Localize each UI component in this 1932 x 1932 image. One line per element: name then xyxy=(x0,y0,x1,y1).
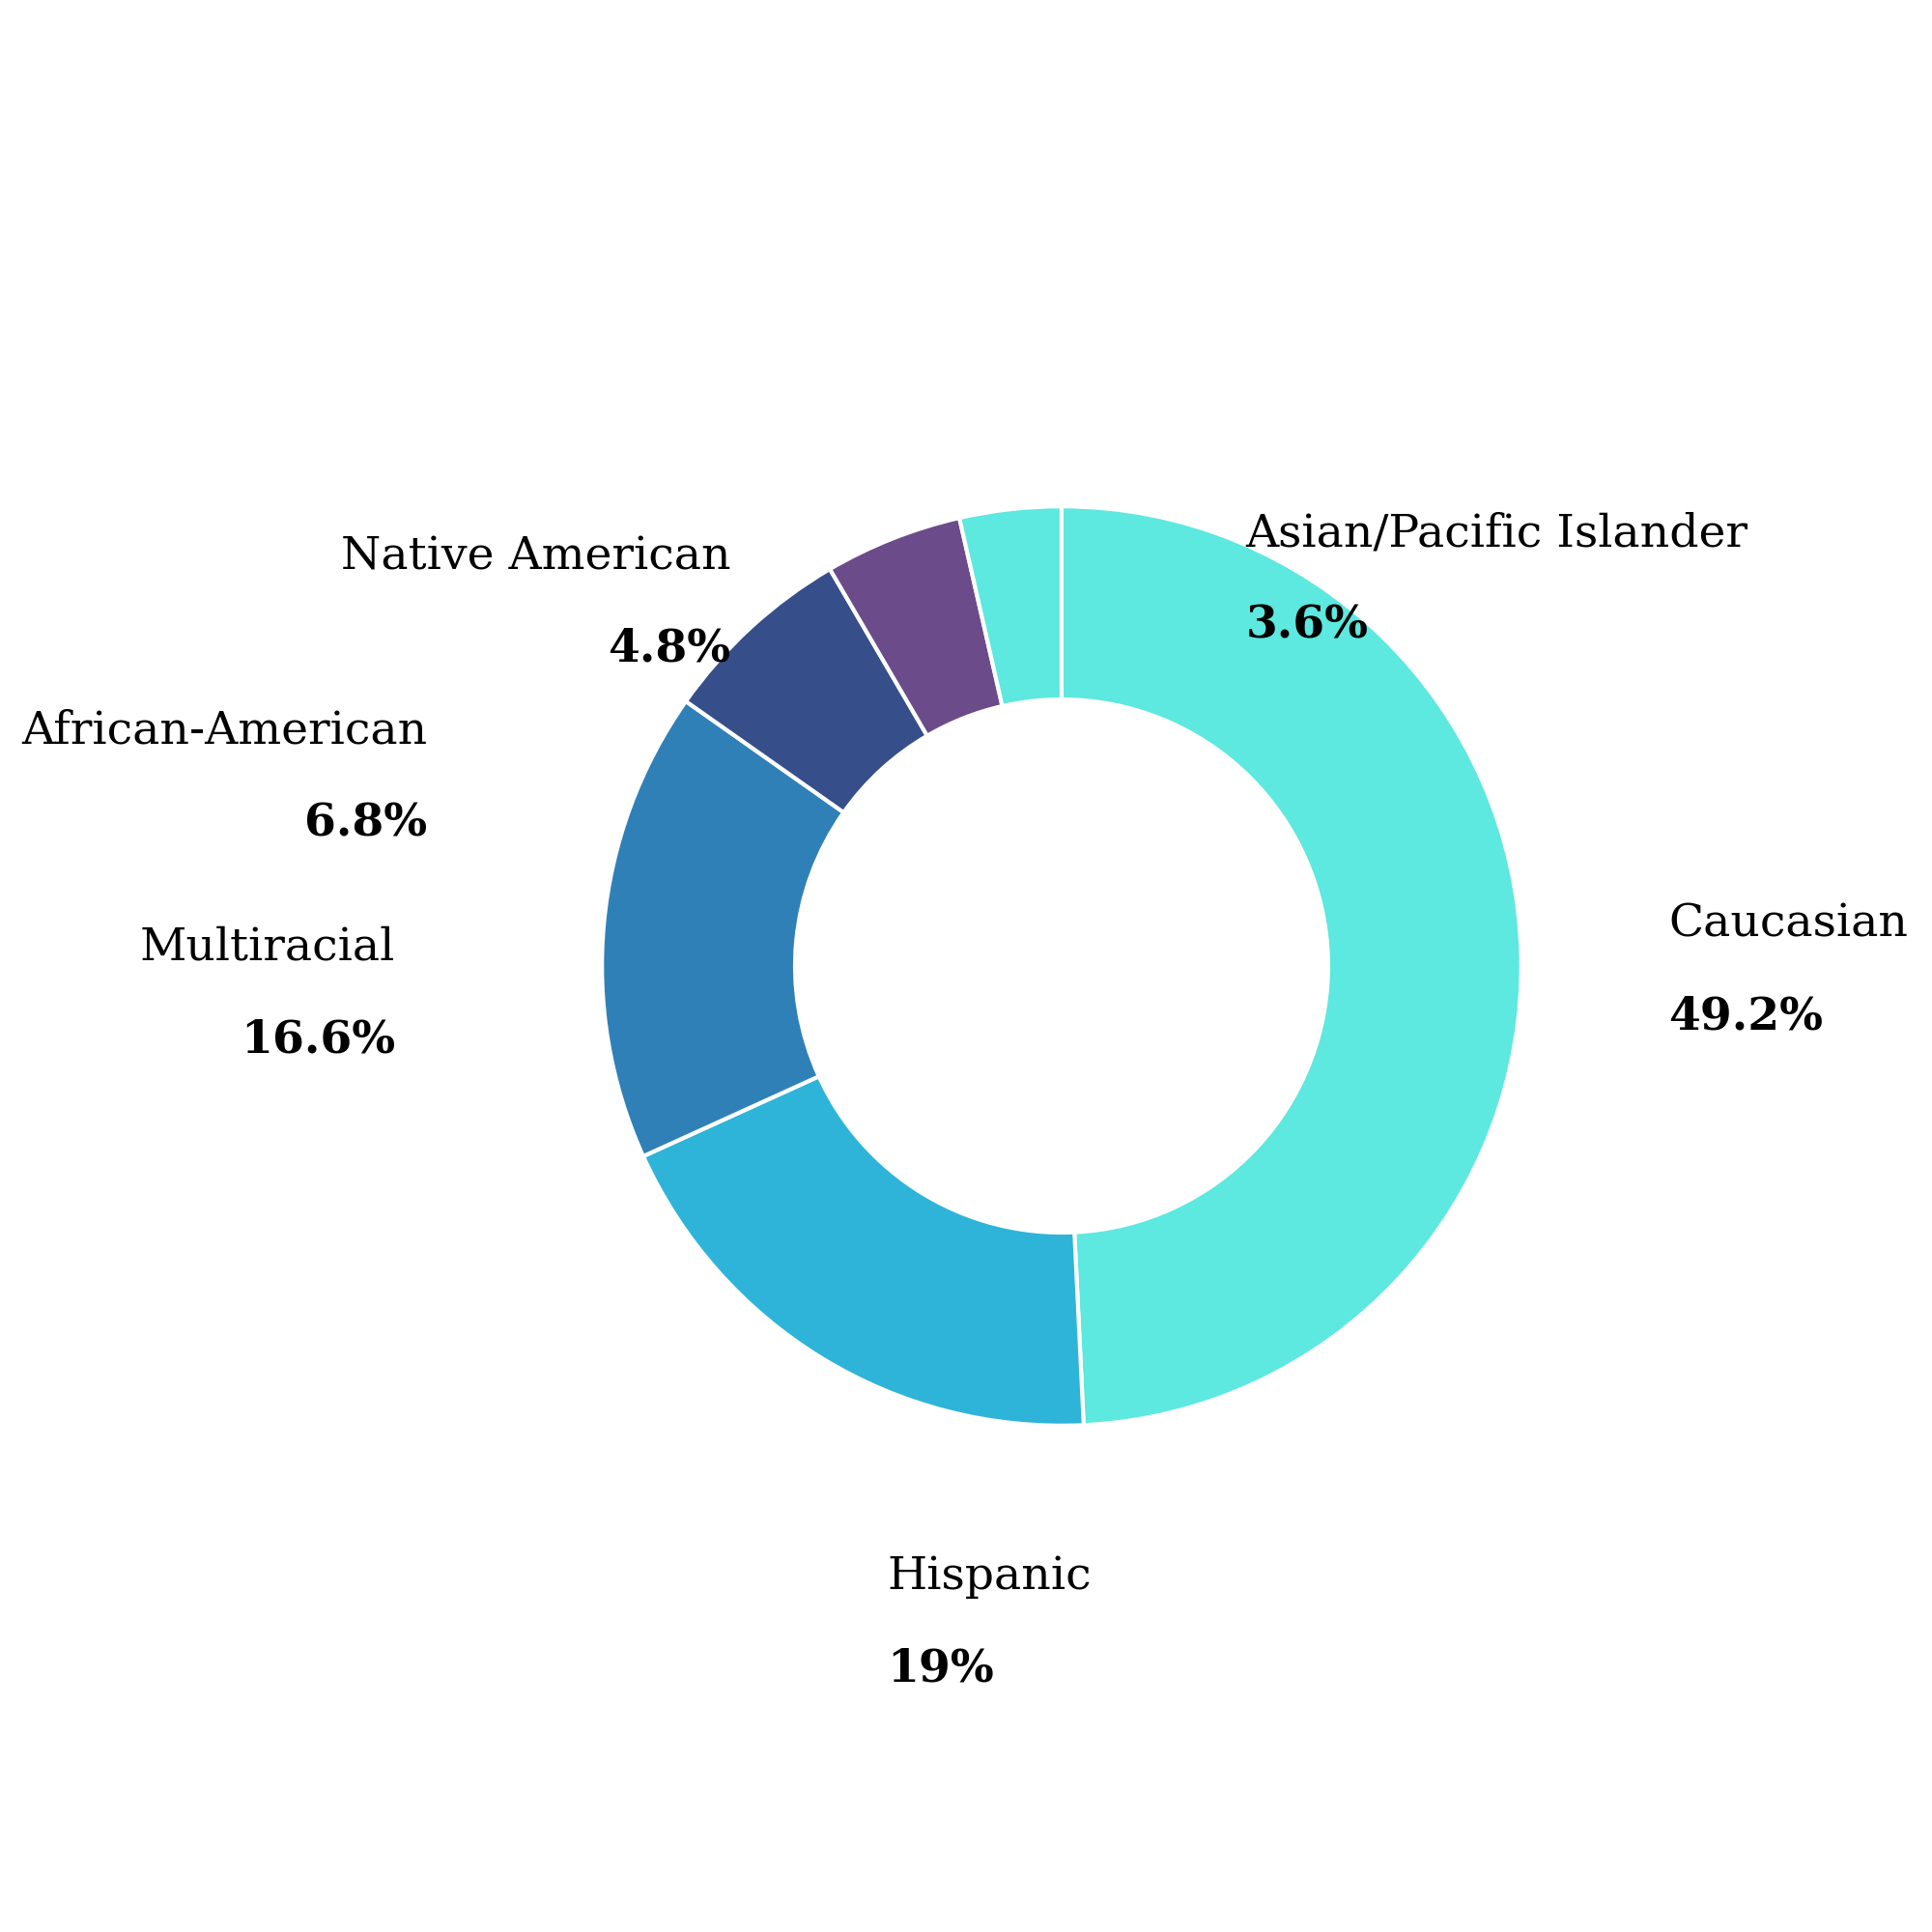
Text: African-American: African-American xyxy=(21,709,427,753)
Text: 6.8%: 6.8% xyxy=(305,802,427,846)
Text: 49.2%: 49.2% xyxy=(1669,995,1824,1039)
Text: 4.8%: 4.8% xyxy=(609,626,730,670)
Wedge shape xyxy=(686,570,927,813)
Text: 19%: 19% xyxy=(887,1646,993,1690)
Wedge shape xyxy=(960,506,1061,705)
Wedge shape xyxy=(1061,506,1520,1426)
Text: Multiracial: Multiracial xyxy=(139,925,396,970)
Text: Native American: Native American xyxy=(340,535,730,580)
Wedge shape xyxy=(831,518,1003,736)
Text: Asian/Pacific Islander: Asian/Pacific Islander xyxy=(1246,512,1748,556)
Wedge shape xyxy=(603,701,844,1155)
Wedge shape xyxy=(643,1076,1084,1426)
Text: 16.6%: 16.6% xyxy=(240,1018,396,1063)
Text: Caucasian: Caucasian xyxy=(1669,902,1909,947)
Text: Hispanic: Hispanic xyxy=(887,1555,1092,1600)
Text: 3.6%: 3.6% xyxy=(1246,603,1368,647)
